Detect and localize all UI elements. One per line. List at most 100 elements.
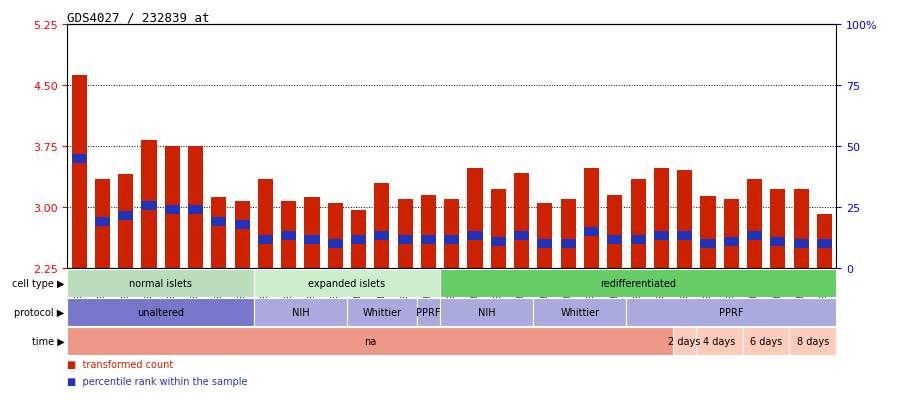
Bar [794, 190, 809, 268]
Text: NIH: NIH [291, 307, 309, 317]
Bar [94, 179, 110, 268]
Text: unaltered: unaltered [137, 307, 184, 317]
Bar [817, 240, 832, 249]
Bar [627, 298, 836, 326]
Bar [235, 221, 250, 230]
Bar [467, 232, 483, 240]
Bar [188, 206, 203, 214]
Text: PPRF: PPRF [719, 307, 743, 317]
Bar [235, 201, 250, 268]
Text: ■  percentile rank within the sample: ■ percentile rank within the sample [67, 376, 248, 386]
Bar [305, 198, 319, 268]
Bar [677, 170, 692, 268]
Bar [538, 204, 553, 268]
Bar [118, 211, 133, 220]
Text: NIH: NIH [478, 307, 495, 317]
Bar [561, 199, 575, 268]
Text: ■  transformed count: ■ transformed count [67, 359, 174, 369]
Bar [700, 240, 716, 249]
Bar [165, 206, 180, 214]
Bar [514, 232, 530, 240]
Bar [697, 327, 743, 355]
Bar [607, 195, 622, 268]
Bar [630, 179, 645, 268]
Bar [514, 173, 530, 268]
Bar [305, 235, 319, 244]
Bar [72, 154, 86, 163]
Bar [258, 235, 273, 244]
Text: Whittier: Whittier [560, 307, 600, 317]
Bar [724, 237, 739, 246]
Bar [441, 298, 533, 326]
Bar [607, 235, 622, 244]
Bar [677, 232, 692, 240]
Bar [654, 232, 669, 240]
Bar [700, 197, 716, 268]
Bar [817, 214, 832, 268]
Bar [347, 298, 417, 326]
Bar [211, 218, 227, 227]
Bar [743, 327, 789, 355]
Bar [794, 240, 809, 249]
Text: time ▶: time ▶ [32, 336, 65, 346]
Text: 6 days: 6 days [750, 336, 782, 346]
Text: PPRF: PPRF [416, 307, 441, 317]
Text: 8 days: 8 days [797, 336, 829, 346]
Bar [747, 232, 762, 240]
Bar [351, 235, 366, 244]
Bar [444, 199, 459, 268]
Bar [211, 198, 227, 268]
Bar [141, 202, 156, 210]
Bar [281, 232, 297, 240]
Bar [770, 237, 786, 246]
Bar [374, 232, 389, 240]
Text: expanded islets: expanded islets [308, 278, 386, 288]
Text: na: na [364, 336, 377, 346]
Bar [328, 204, 343, 268]
Bar [421, 195, 436, 268]
Bar [654, 169, 669, 268]
Bar [67, 269, 254, 297]
Text: redifferentiated: redifferentiated [601, 278, 676, 288]
Bar [747, 179, 762, 268]
Bar [770, 190, 786, 268]
Bar [351, 211, 366, 268]
Bar [94, 218, 110, 227]
Bar [67, 298, 254, 326]
Bar [491, 190, 506, 268]
Bar [467, 169, 483, 268]
Bar [165, 147, 180, 268]
Bar [441, 269, 836, 297]
Bar [444, 235, 459, 244]
Bar [630, 235, 645, 244]
Bar [417, 298, 441, 326]
Bar [141, 141, 156, 268]
Bar [491, 237, 506, 246]
Text: cell type ▶: cell type ▶ [13, 278, 65, 288]
Text: Whittier: Whittier [362, 307, 402, 317]
Bar [254, 298, 347, 326]
Bar [254, 269, 441, 297]
Text: GDS4027 / 232839_at: GDS4027 / 232839_at [67, 11, 210, 24]
Bar [397, 235, 413, 244]
Bar [584, 169, 599, 268]
Bar [328, 240, 343, 249]
Bar [281, 201, 297, 268]
Bar [789, 327, 836, 355]
Text: normal islets: normal islets [129, 278, 192, 288]
Text: protocol ▶: protocol ▶ [14, 307, 65, 317]
Bar [673, 327, 697, 355]
Bar [533, 298, 627, 326]
Text: 4 days: 4 days [704, 336, 735, 346]
Bar [724, 199, 739, 268]
Bar [397, 199, 413, 268]
Bar [188, 147, 203, 268]
Bar [561, 240, 575, 249]
Bar [118, 175, 133, 268]
Text: 2 days: 2 days [669, 336, 701, 346]
Bar [374, 183, 389, 268]
Bar [538, 240, 553, 249]
Bar [258, 179, 273, 268]
Bar [584, 228, 599, 236]
Bar [72, 76, 86, 268]
